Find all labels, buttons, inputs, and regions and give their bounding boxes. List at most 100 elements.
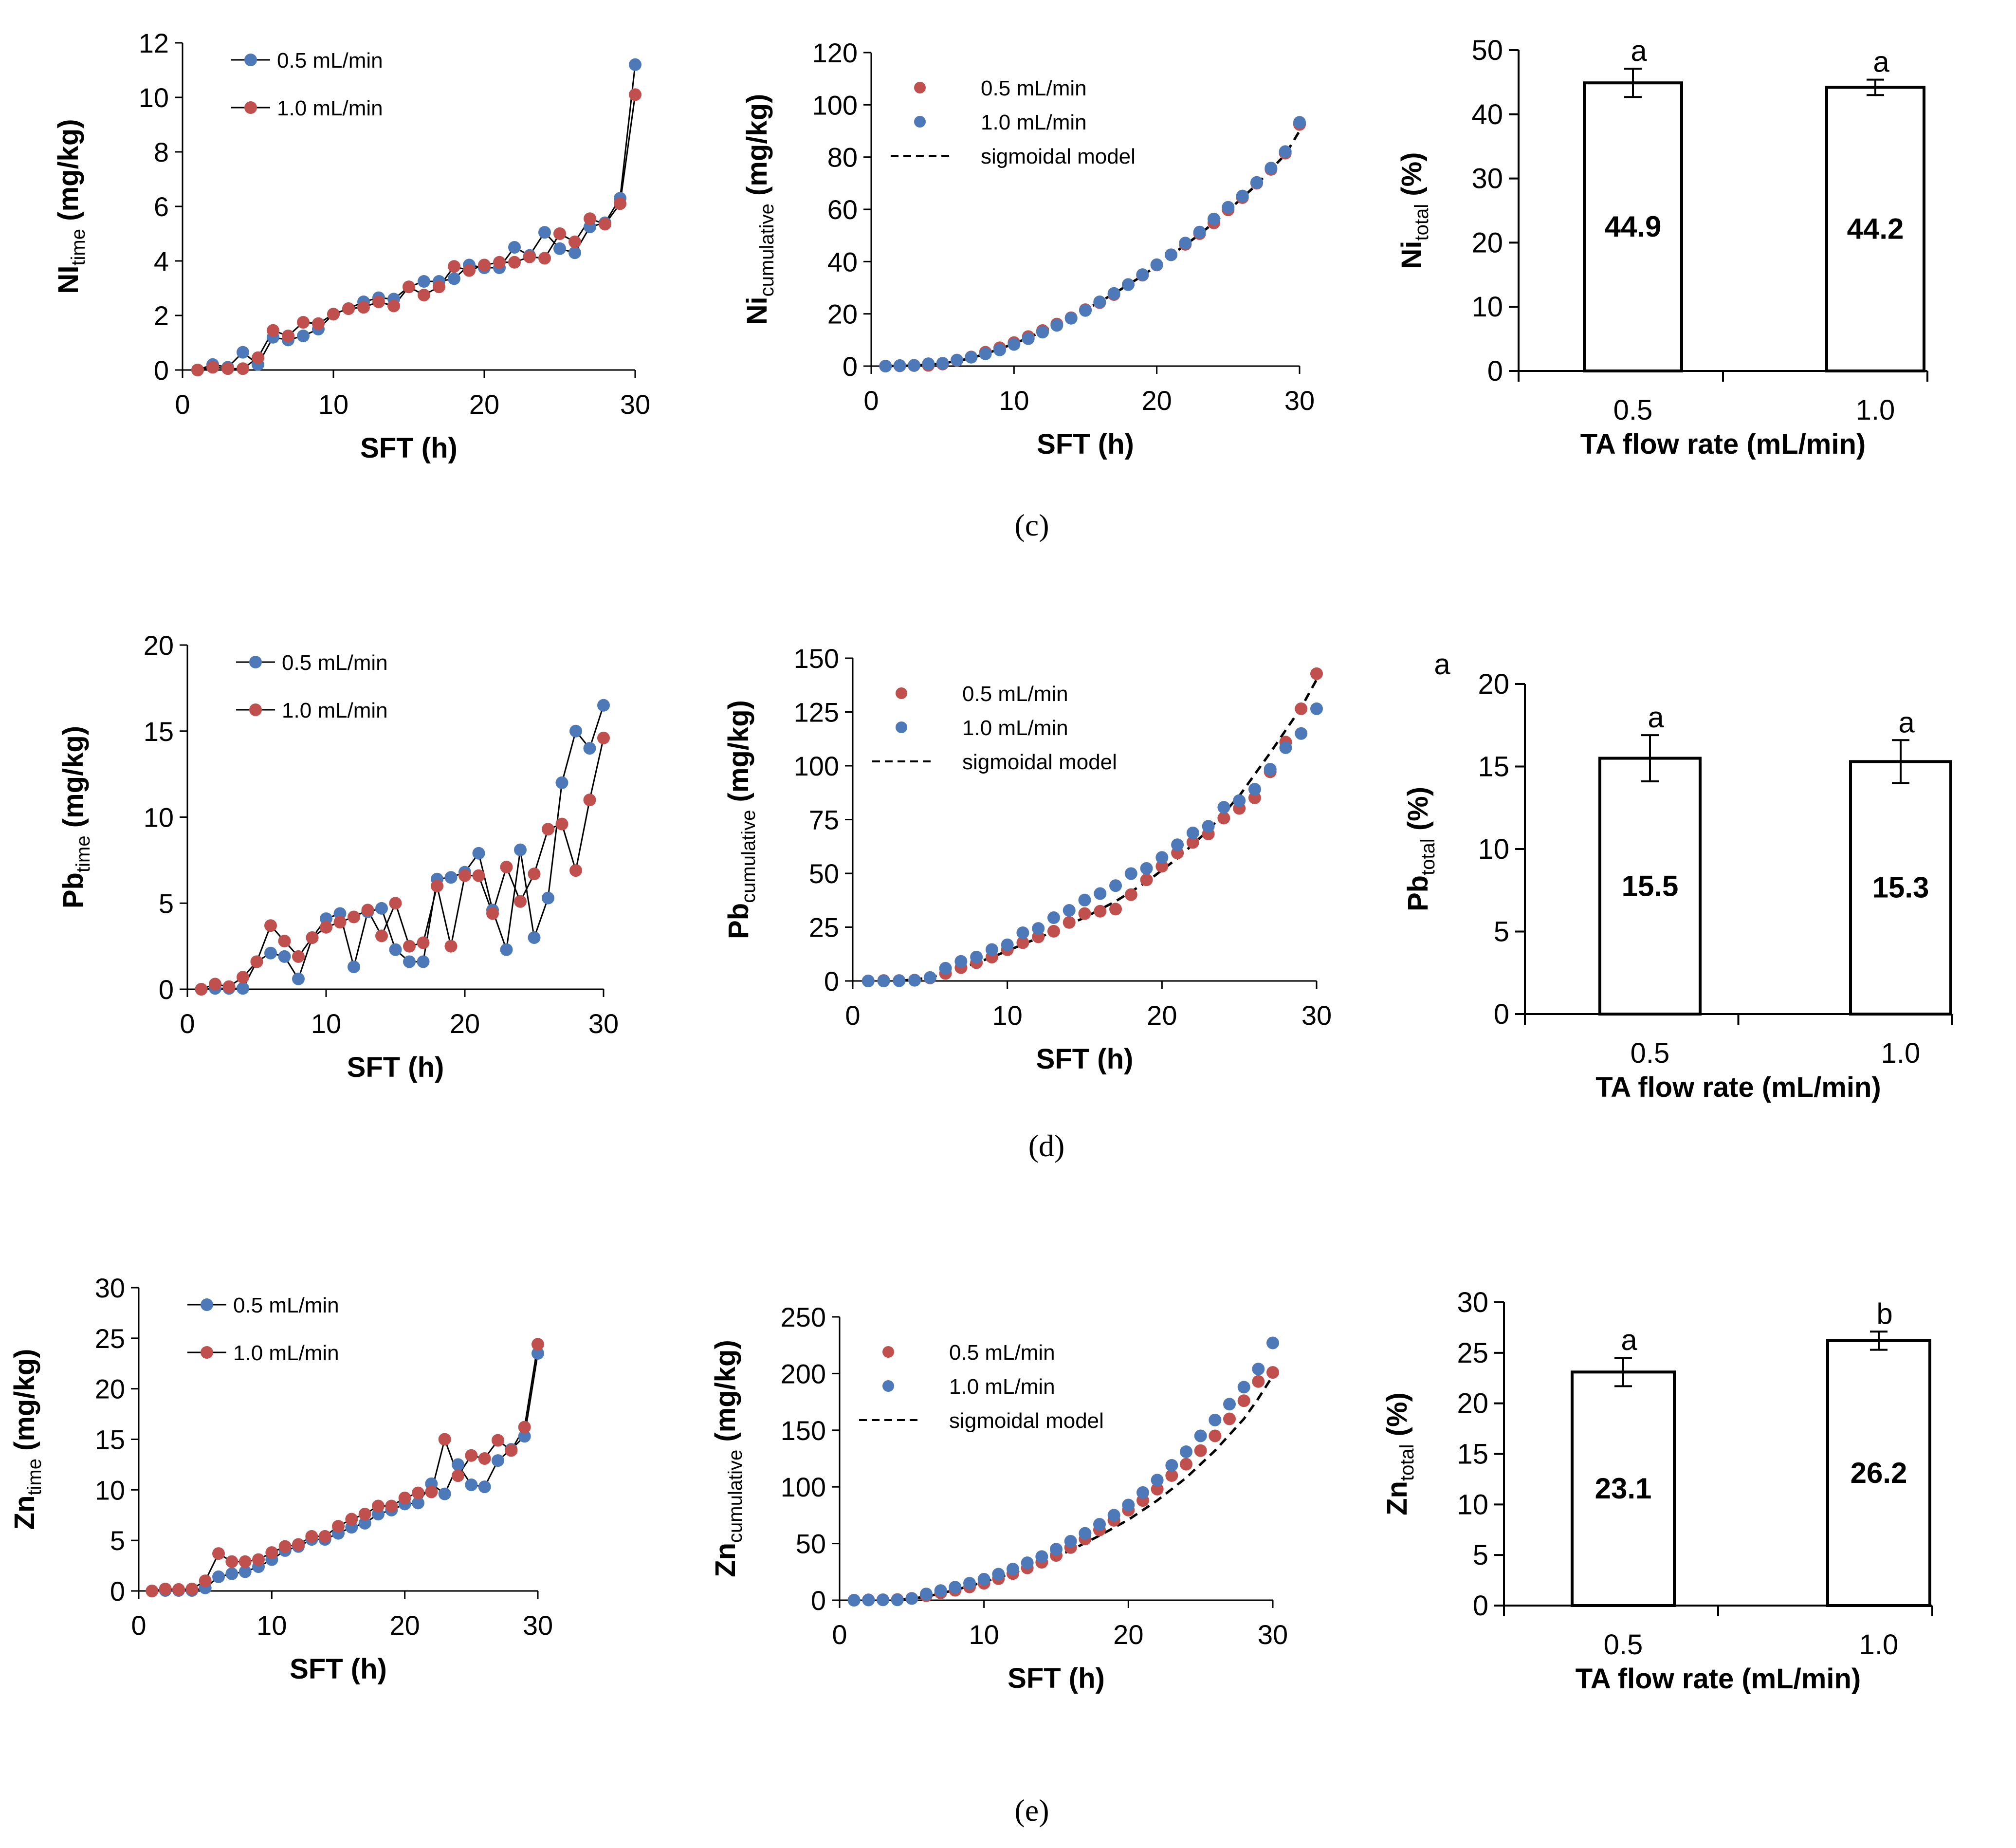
pb-cumulative-data-point <box>1202 820 1215 833</box>
caption-e: (e) <box>1014 1793 1049 1828</box>
ni-time-chart: 0 2 4 6 8 10 12 0 10 20 30 SFT (h) NItime (mg/kg) 0.5… <box>53 28 650 464</box>
ni-total-value-label: 44.2 <box>1847 213 1904 245</box>
ni-total-ytick-label: 0 <box>1487 355 1503 387</box>
ni-cumulative-data-point <box>893 359 906 372</box>
pb-cumulative-data-point <box>1109 879 1122 892</box>
pb-time-data-point <box>472 847 485 860</box>
zn-cumulative-data-point <box>1180 1458 1192 1471</box>
zn-cumulative-data-point <box>934 1584 947 1597</box>
pb-total-category-label: 0.5 <box>1631 1037 1670 1069</box>
pb-cumulative-data-point <box>1140 862 1153 875</box>
ni-time-data-point <box>538 252 551 265</box>
zn-time-ytick-label: 15 <box>95 1424 125 1455</box>
ni-cumulative-data-point <box>951 353 963 367</box>
ni-cumulative-data-point <box>1008 338 1021 351</box>
zn-total-ytick-label: 5 <box>1473 1539 1488 1571</box>
ni-time-ytick-label: 4 <box>154 246 169 277</box>
pb-time-data-point <box>278 935 291 948</box>
ni-total-significance-letter: a <box>1631 35 1647 67</box>
ni-time-legend-marker <box>244 54 257 66</box>
ni-time-data-point <box>297 316 310 329</box>
zn-cumulative-ytick-label: 100 <box>781 1472 826 1502</box>
pb-time-data-point <box>375 902 388 915</box>
ni-time-data-point <box>312 317 325 330</box>
pb-total-ytick-label: 0 <box>1494 998 1509 1030</box>
ni-time-data-point <box>568 246 581 259</box>
zn-time-xtick-label: 10 <box>257 1610 287 1641</box>
pb-cumulative-data-point <box>970 950 983 963</box>
zn-time-data-point <box>465 1449 478 1462</box>
pb-total-ytick-label: 5 <box>1494 916 1509 948</box>
zn-cumulative-data-point <box>1180 1445 1192 1459</box>
pb-cumulative-data-point <box>1171 838 1184 851</box>
zn-cumulative-legend-label: 1.0 mL/min <box>949 1375 1055 1399</box>
pb-cumulative-legend-label: 1.0 mL/min <box>962 716 1068 740</box>
zn-time-data-point <box>412 1486 424 1499</box>
zn-time-ytick-label: 10 <box>95 1475 125 1505</box>
zn-time-ytick-label: 30 <box>95 1273 125 1303</box>
zn-time-legend-marker <box>201 1346 213 1359</box>
zn-total-value-label: 26.2 <box>1851 1457 1907 1489</box>
ni-time-data-point <box>553 242 566 255</box>
ni-cumulative-ytick-label: 120 <box>812 37 858 68</box>
zn-cumulative-model-curve <box>897 1375 1274 1602</box>
zn-cumulative-data-point <box>1165 1469 1178 1482</box>
ni-cumulative-xlabel: SFT (h) <box>1037 428 1134 460</box>
pb-cumulative-data-point <box>1094 905 1107 918</box>
pb-cumulative-data-point <box>1047 924 1060 938</box>
ni-time-data-point <box>463 264 476 277</box>
zn-cumulative-ytick-label: 150 <box>781 1415 826 1446</box>
pb-time-data-point <box>583 794 596 807</box>
zn-cumulative-xlabel: SFT (h) <box>1008 1663 1105 1694</box>
pb-time-data-point <box>514 843 527 856</box>
pb-time-ylabel: Pbtime (mg/kg) <box>57 726 94 908</box>
pb-cumulative-data-point <box>1109 903 1122 916</box>
pb-time-data-point <box>209 978 221 991</box>
zn-cumulative-data-point <box>1165 1459 1178 1472</box>
ni-cumulative-xtick-label: 0 <box>863 385 879 416</box>
pb-time-data-point <box>500 861 513 874</box>
zn-cumulative-ylabel: Zncumulative (mg/kg) <box>710 1340 746 1577</box>
pb-cumulative-data-point <box>1233 794 1246 807</box>
ni-time-data-point <box>614 197 626 210</box>
pb-time-data-point <box>569 724 582 738</box>
pb-cumulative-data-point <box>1016 936 1029 949</box>
pb-total-significance-letter: a <box>1648 701 1664 734</box>
zn-time-data-point <box>531 1347 544 1360</box>
zn-time-ylabel-main: Zn <box>9 1496 40 1530</box>
ni-cumulative-data-point <box>1236 189 1249 203</box>
ni-cumulative-legend-marker <box>914 82 926 93</box>
ni-time-data-point <box>327 308 340 321</box>
pb-cumulative-ylabel-main: Pb <box>723 903 754 939</box>
zn-cumulative-data-point <box>949 1581 962 1594</box>
ni-total-chart: 0 10 20 30 40 50 44.9 a 0.5 44.2 a 1.0TA flow rate … <box>1396 35 1928 460</box>
zn-time-data-point <box>531 1338 544 1351</box>
pb-time-data-point <box>417 936 430 949</box>
ni-time-data-point <box>221 362 234 375</box>
ni-time-legend-label: 0.5 mL/min <box>277 49 383 73</box>
pb-time-data-point <box>222 980 236 993</box>
ni-time-xtick-label: 20 <box>469 389 499 420</box>
pb-cumulative-data-point <box>985 943 998 956</box>
pb-total-ytick-label: 15 <box>1478 751 1509 783</box>
pb-time-ytick-label: 5 <box>159 888 174 919</box>
pb-time-data-point <box>348 910 360 924</box>
pb-time-ytick-label: 0 <box>159 974 174 1005</box>
ni-cumulative-data-point <box>1122 278 1135 291</box>
ni-time-data-point <box>523 250 536 263</box>
pb-cumulative-legend-marker <box>896 721 907 733</box>
zn-time-legend-label: 0.5 mL/min <box>233 1294 339 1317</box>
pb-cumulative-data-point <box>1295 727 1308 740</box>
ni-time-xtick-label: 0 <box>175 389 190 420</box>
pb-cumulative-xtick-label: 20 <box>1147 1000 1177 1031</box>
pb-cumulative-data-point <box>1155 860 1169 873</box>
zn-total-ytick-label: 10 <box>1457 1489 1488 1520</box>
ni-cumulative-ytick-label: 0 <box>843 351 858 382</box>
ni-cumulative-data-point <box>979 347 992 360</box>
ni-cumulative-data-point <box>1165 248 1177 261</box>
ni-time-ylabel: NItime (mg/kg) <box>53 119 89 294</box>
zn-cumulative-data-point <box>1237 1381 1250 1394</box>
pb-time-legend-marker <box>249 656 262 668</box>
ni-total-category-label: 1.0 <box>1856 394 1895 426</box>
ni-time-ylabel-main: NI <box>53 266 84 294</box>
